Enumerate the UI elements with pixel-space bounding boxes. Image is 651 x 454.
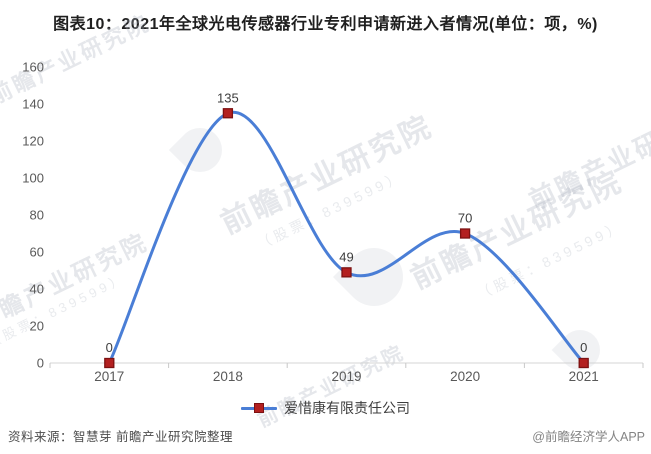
data-point-marker[interactable]	[578, 357, 589, 369]
series-line	[107, 110, 586, 365]
y-axis-label: 20	[30, 319, 44, 334]
data-label: 70	[458, 211, 472, 226]
y-axis-label: 160	[22, 60, 44, 75]
legend-marker-icon	[254, 403, 264, 413]
data-source-note: 资料来源：智慧芽 前瞻产业研究院整理	[8, 430, 233, 444]
data-label: 0	[106, 340, 113, 355]
data-label: 135	[217, 90, 239, 105]
y-axis-label: 0	[37, 356, 44, 371]
x-axis-label: 2021	[569, 369, 599, 384]
legend-line-swatch	[241, 403, 277, 413]
credit-note: @前瞻经济学人APP	[532, 430, 645, 444]
data-point-marker[interactable]	[222, 108, 234, 119]
legend[interactable]: 爱惜康有限责任公司	[0, 398, 651, 418]
data-point-marker[interactable]	[104, 357, 115, 369]
chart-title: 图表10：2021年全球光电传感器行业专利申请新进入者情况(单位：项，%)	[53, 16, 598, 33]
y-axis-label: 140	[22, 97, 44, 112]
x-axis-label: 2017	[94, 369, 124, 384]
x-axis-label: 2018	[213, 369, 243, 384]
y-axis-label: 80	[30, 208, 44, 223]
data-label: 49	[339, 249, 353, 264]
y-axis-label: 40	[30, 282, 44, 297]
y-axis-label: 100	[22, 171, 44, 186]
y-axis-label: 60	[30, 245, 44, 260]
legend-series-label: 爱惜康有限责任公司	[284, 400, 410, 416]
y-axis-label: 120	[22, 134, 44, 149]
data-point-marker[interactable]	[459, 228, 471, 239]
x-axis-label: 2020	[450, 369, 480, 384]
x-axis-label: 2019	[331, 369, 361, 384]
data-point-marker[interactable]	[341, 267, 352, 278]
data-label: 0	[580, 340, 587, 355]
